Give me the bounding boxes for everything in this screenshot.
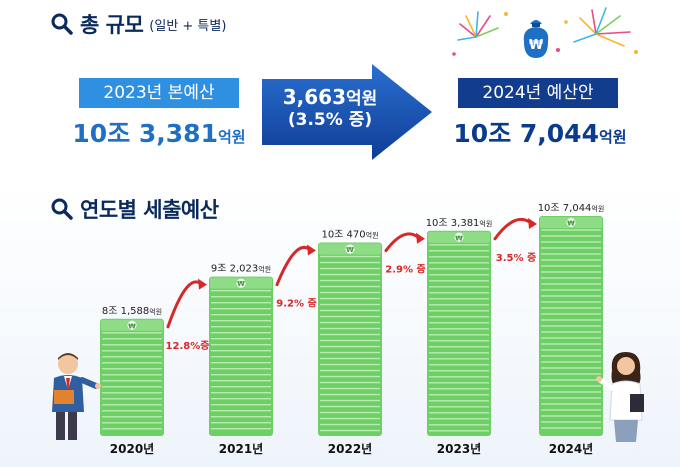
budget-2023-label: 2023년 본예산 xyxy=(79,78,239,108)
growth-arrow-head xyxy=(198,278,207,290)
woman-illustration xyxy=(596,352,644,442)
increase-arrow-shape xyxy=(262,64,432,160)
growth-arrow xyxy=(166,280,204,329)
growth-rate-label: 3.5% 증 xyxy=(496,252,536,264)
growth-rate-label: 12.8%증 xyxy=(166,340,210,352)
year-tick-label: 2024년 xyxy=(549,442,593,456)
growth-arrow xyxy=(384,232,422,253)
growth-arrow xyxy=(275,245,313,287)
magnifier-icon xyxy=(51,198,73,220)
growth-arrow-head xyxy=(307,244,316,256)
growth-arrow-head xyxy=(416,232,425,244)
money-stack-bar: ₩ xyxy=(100,318,164,436)
man-illustration xyxy=(52,353,101,440)
budget-2024-label: 2024년 예산안 xyxy=(458,78,618,108)
increase-text: 3,663억원 (3.5% 증) xyxy=(282,85,378,131)
year-tick-label: 2020년 xyxy=(110,442,154,456)
bar-value-label: 10조 7,044억원 xyxy=(538,203,605,214)
section-total-header: 총 규모 (일반 + 특별) xyxy=(50,9,226,39)
bar-value-label: 10조 3,381억원 xyxy=(426,218,493,229)
budget-2024-amount: 10조 7,044억원 xyxy=(453,119,627,148)
year-tick-label: 2022년 xyxy=(328,442,372,456)
growth-arrow-head xyxy=(528,218,537,229)
growth-arrow xyxy=(493,218,534,241)
section-total-title: 총 규모 xyxy=(80,13,144,37)
money-stack-bar: ₩ xyxy=(539,216,603,436)
fireworks-illustration: ₩ xyxy=(452,7,638,58)
svg-text:₩: ₩ xyxy=(455,234,463,242)
section-yearly-header: 연도별 세출예산 xyxy=(50,194,219,224)
budget-2023-amount: 10조 3,381억원 xyxy=(72,119,246,148)
money-stack-bar: ₩ xyxy=(318,242,382,436)
money-stack-bar: ₩ xyxy=(427,230,491,436)
svg-text:₩: ₩ xyxy=(567,220,575,228)
section-yearly-title: 연도별 세출예산 xyxy=(80,198,219,222)
svg-text:₩: ₩ xyxy=(237,280,245,288)
section-total-subtitle: (일반 + 특별) xyxy=(149,18,227,34)
year-tick-label: 2021년 xyxy=(219,442,263,456)
bar-value-label: 8조 1,588억원 xyxy=(102,306,162,317)
growth-rate-label: 9.2% 증 xyxy=(276,298,316,310)
year-tick-label: 2023년 xyxy=(437,442,481,456)
money-bag-icon: ₩ xyxy=(523,20,549,58)
growth-rate-label: 2.9% 증 xyxy=(385,264,425,276)
money-stack-bar: ₩ xyxy=(209,276,273,436)
svg-text:₩: ₩ xyxy=(529,38,544,53)
svg-text:₩: ₩ xyxy=(128,322,136,330)
svg-text:₩: ₩ xyxy=(346,246,354,254)
bar-value-label: 9조 2,023억원 xyxy=(211,264,271,275)
magnifier-icon xyxy=(51,13,73,35)
bar-value-label: 10조 470억원 xyxy=(321,230,378,241)
